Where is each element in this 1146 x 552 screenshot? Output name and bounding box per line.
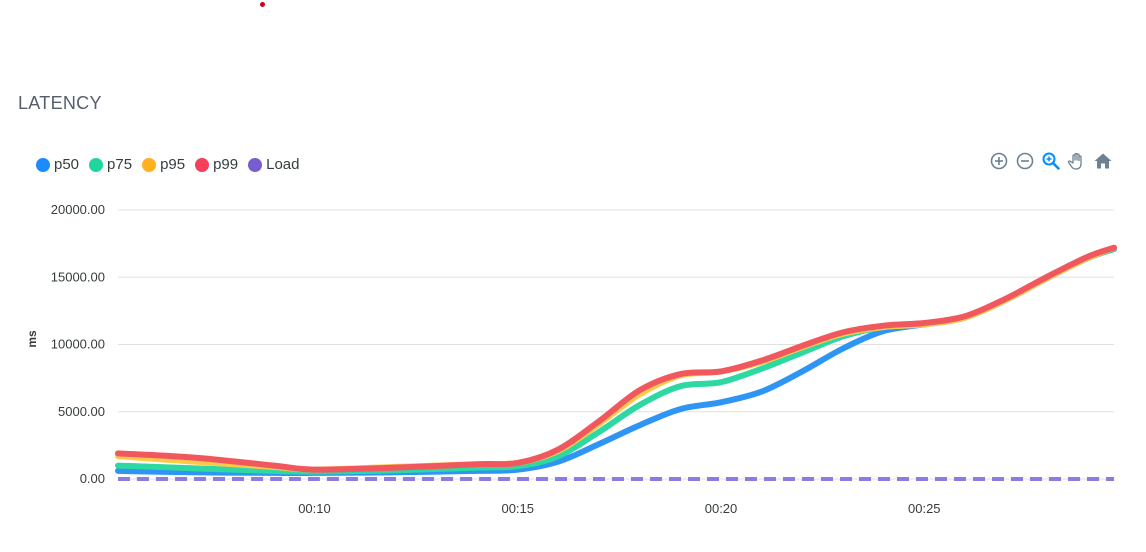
series-line-p50 (115, 246, 1117, 477)
x-tick-label: 00:20 (705, 501, 738, 516)
legend-label: p99 (213, 156, 239, 173)
series-lines (115, 244, 1117, 482)
y-axis-ticks: 0.00 5000.00 10000.00 15000.00 20000.00 (51, 202, 105, 486)
y-tick-label: 20000.00 (51, 202, 105, 217)
status-dot (260, 2, 265, 7)
panel-title: LATENCY (18, 93, 102, 113)
series-line-p99 (115, 244, 1117, 473)
legend-marker (248, 157, 263, 172)
pan-button[interactable] (1066, 150, 1088, 172)
legend-item-p99[interactable]: p99 (195, 156, 238, 173)
plus-circle-icon (990, 152, 1008, 170)
legend-item-load[interactable]: Load (248, 156, 300, 173)
y-axis-label: ms (25, 330, 39, 348)
y-tick-label: 5000.00 (58, 404, 105, 419)
y-tick-label: 0.00 (80, 471, 105, 486)
home-icon (1094, 153, 1112, 169)
chart-legend: p50 p75 p95 p99 Load (36, 156, 310, 173)
legend-marker (89, 157, 104, 172)
legend-item-p75[interactable]: p75 (89, 156, 132, 173)
magnifier-icon (1042, 152, 1060, 170)
x-axis-ticks: 00:10 00:15 00:20 00:25 (298, 501, 940, 516)
minus-circle-icon (1016, 152, 1034, 170)
zoom-in-button[interactable] (988, 150, 1010, 172)
grid-lines (118, 209, 1114, 480)
y-tick-label: 10000.00 (51, 337, 105, 352)
legend-marker (142, 157, 157, 172)
legend-item-p50[interactable]: p50 (36, 156, 79, 173)
legend-label: p50 (54, 156, 80, 173)
x-tick-label: 00:25 (908, 501, 941, 516)
zoom-out-button[interactable] (1014, 150, 1036, 172)
legend-label: Load (266, 156, 300, 173)
selection-zoom-button[interactable] (1040, 150, 1062, 172)
legend-marker (195, 157, 210, 172)
x-tick-label: 00:10 (298, 501, 331, 516)
x-tick-label: 00:15 (501, 501, 534, 516)
latency-chart[interactable]: 0.00 5000.00 10000.00 15000.00 20000.00 ms 0… (0, 190, 1146, 530)
y-tick-label: 15000.00 (51, 269, 105, 284)
reset-zoom-button[interactable] (1092, 150, 1114, 172)
legend-marker (36, 157, 50, 172)
legend-label: p75 (107, 156, 133, 173)
hand-icon (1067, 152, 1082, 170)
legend-item-p95[interactable]: p95 (142, 156, 185, 173)
legend-label: p95 (160, 156, 186, 173)
chart-toolbar (984, 150, 1114, 172)
